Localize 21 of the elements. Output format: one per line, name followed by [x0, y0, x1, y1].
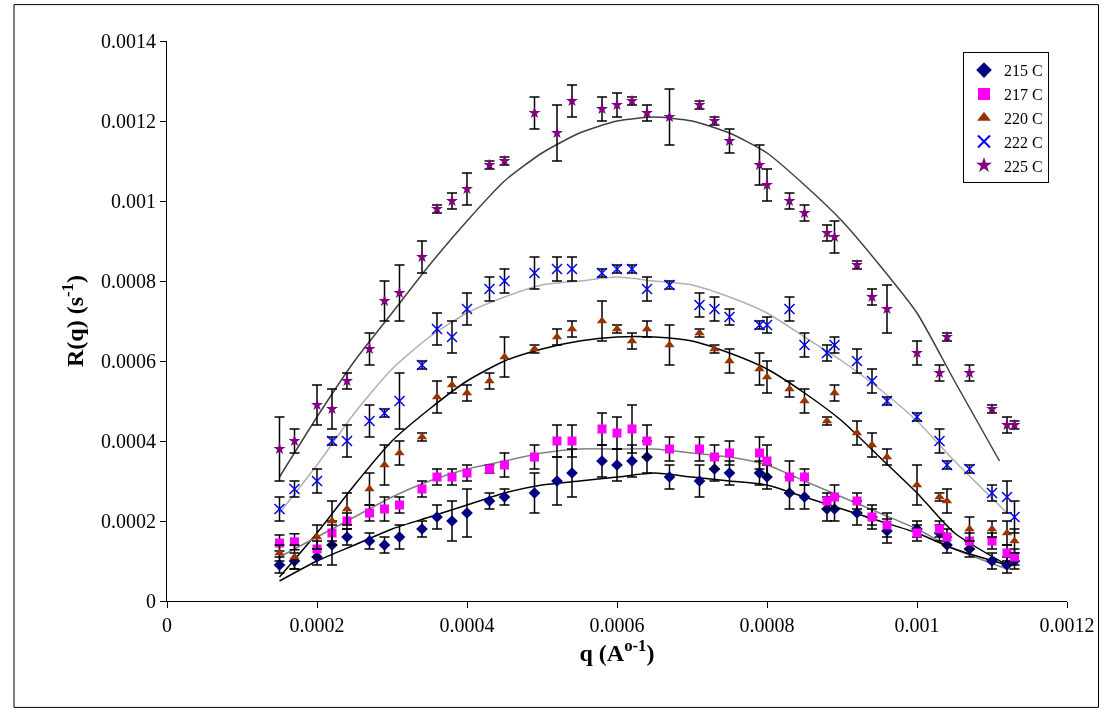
x-tick-label: 0.0004: [439, 614, 495, 636]
y-tick-label: 0: [146, 590, 156, 612]
legend-label: 215 C: [1004, 62, 1043, 80]
x-tick-label: 0.0008: [739, 614, 795, 636]
x-tick-label: 0.0006: [589, 614, 645, 636]
legend-label: 217 C: [1004, 86, 1043, 104]
legend-label: 225 C: [1004, 157, 1043, 175]
y-tick-label: 0.0008: [101, 270, 156, 292]
y-tick-label: 0.0014: [101, 30, 156, 52]
x-axis-title: q (A$^{o-1}$): [579, 636, 655, 667]
y-tick-label: 0.0002: [101, 510, 156, 532]
x-tick-label: 0.001: [894, 614, 940, 636]
x-tick-label: 0.0012: [1039, 614, 1095, 636]
y-tick-label: 0.0004: [101, 430, 156, 452]
y-tick-label: 0.0012: [101, 110, 156, 132]
y-tick-label: 0.0006: [101, 350, 156, 372]
y-tick-label: 0.001: [111, 190, 156, 212]
legend-label: 222 C: [1004, 133, 1043, 151]
legend-label: 220 C: [1004, 109, 1043, 127]
x-tick-label: 0.0002: [289, 614, 345, 636]
x-tick-label: 0: [162, 614, 172, 636]
